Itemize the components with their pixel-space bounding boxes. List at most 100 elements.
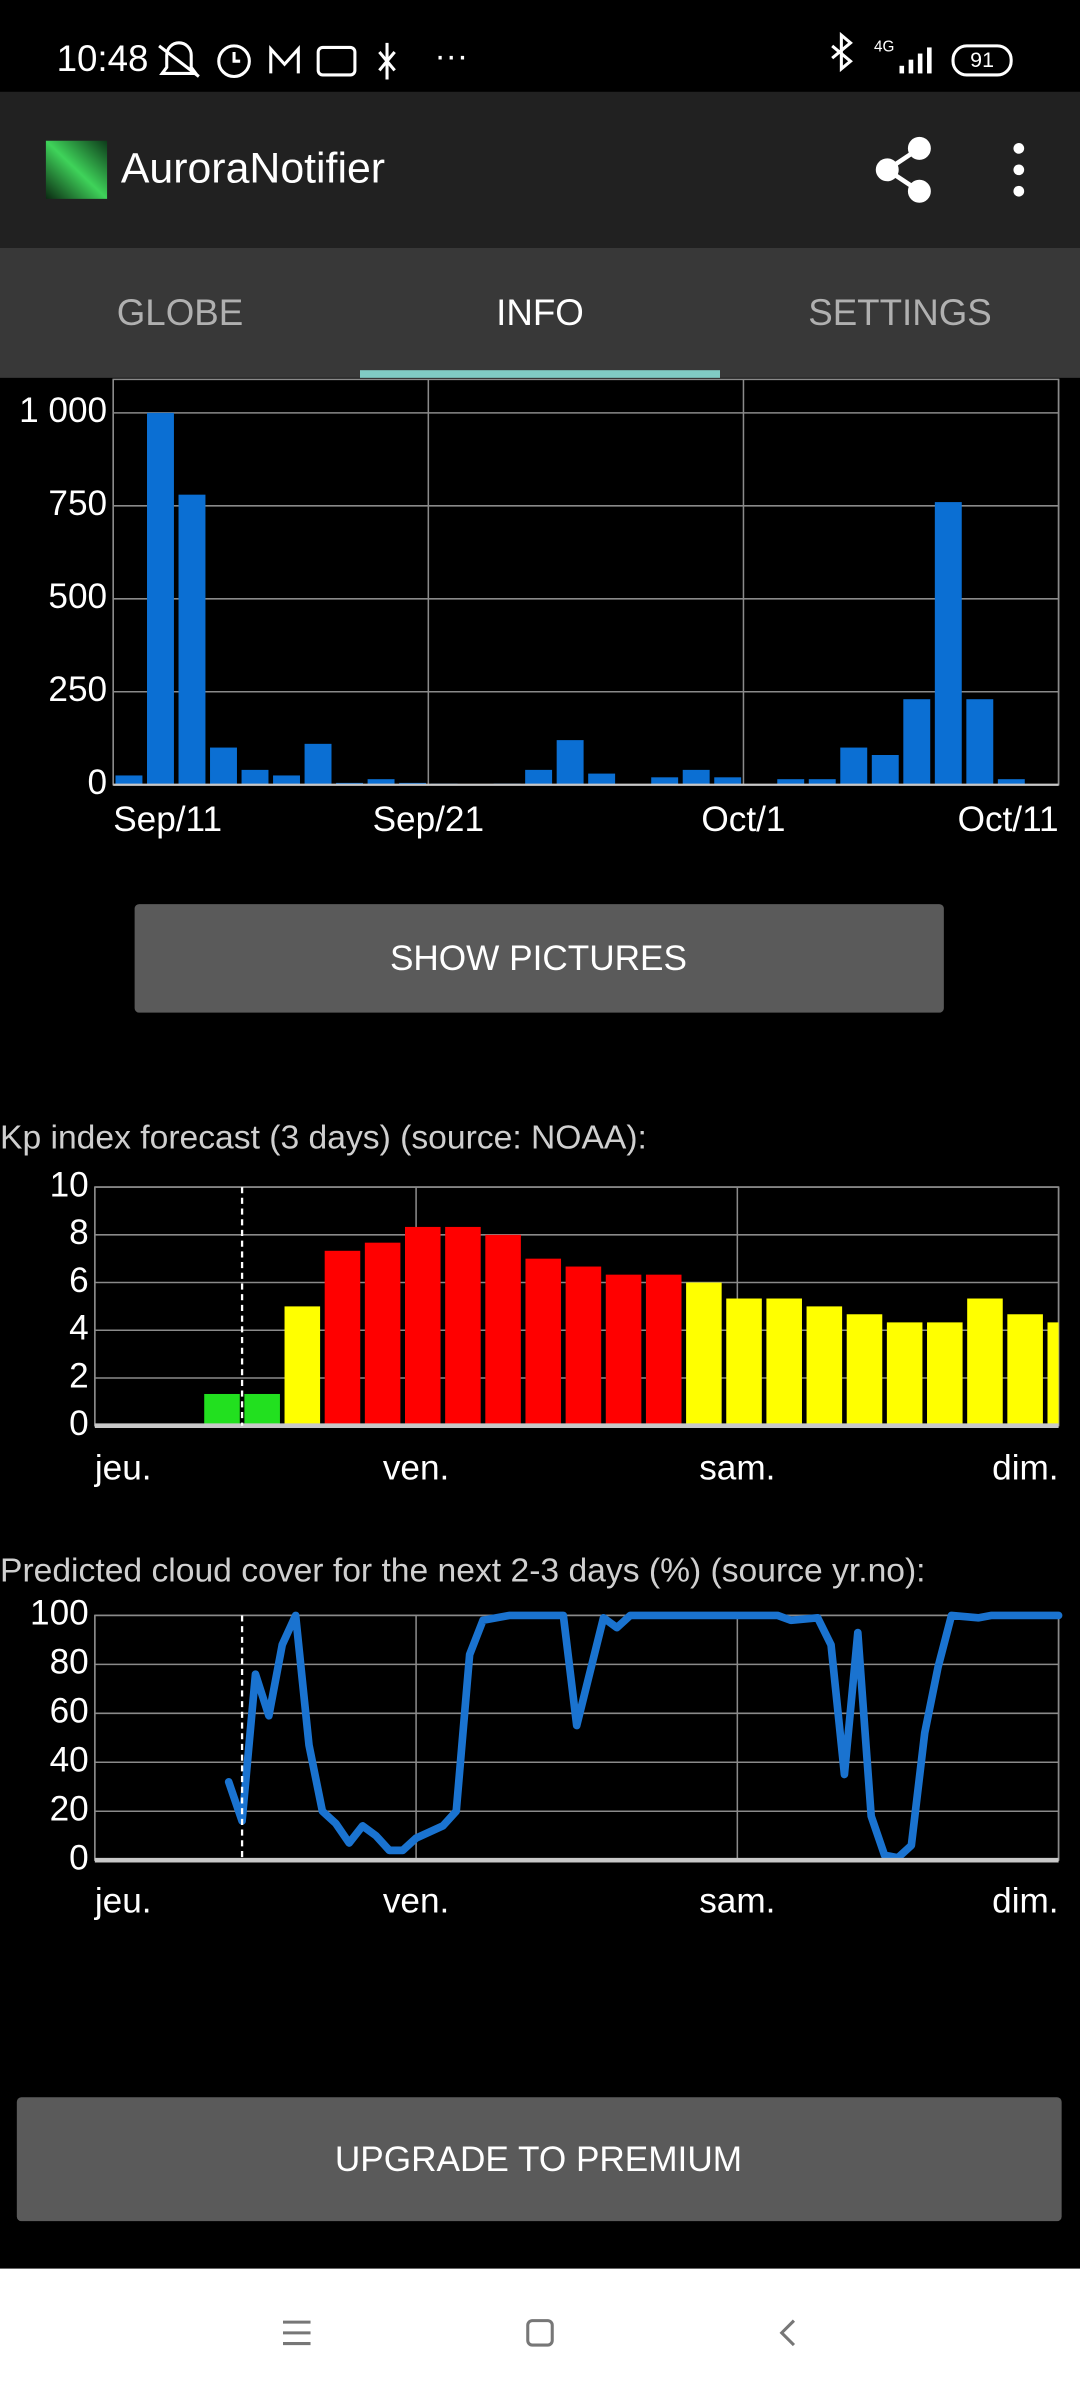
x-tick-label: jeu.	[94, 1881, 152, 1920]
y-tick-label: 0	[69, 1404, 89, 1443]
bar	[934, 502, 962, 785]
x-tick-label: Oct/11	[958, 800, 1059, 839]
plot-area	[204, 1226, 1059, 1426]
plot-area	[115, 412, 1025, 785]
nav-back[interactable]	[779, 2319, 796, 2347]
bar	[682, 769, 710, 785]
bar	[367, 779, 395, 785]
bar	[147, 412, 174, 785]
status-more: ···	[434, 38, 468, 75]
bar	[485, 1234, 521, 1426]
bar	[204, 1393, 240, 1426]
status-icons	[158, 41, 396, 80]
bar	[565, 1266, 602, 1426]
x-tick-label: dim.	[992, 1448, 1058, 1487]
bar	[714, 777, 742, 785]
bar	[605, 1274, 642, 1426]
bar	[903, 699, 931, 785]
bar	[645, 1274, 682, 1426]
bar	[405, 1226, 441, 1426]
bar	[966, 699, 994, 785]
bar	[324, 1250, 361, 1426]
bar	[726, 1298, 762, 1426]
x-tick-label: ven.	[383, 1881, 449, 1920]
bar	[927, 1322, 963, 1426]
y-tick-label: 80	[50, 1643, 89, 1682]
x-tick-label: Oct/1	[701, 800, 785, 839]
y-tick-label: 1 000	[19, 391, 107, 430]
bar	[686, 1282, 722, 1426]
upgrade-button[interactable]	[16, 2097, 1062, 2222]
battery-level: 91	[970, 48, 994, 72]
chart-title: Kp index forecast (3 days) (source: NOAA…	[0, 1120, 647, 1157]
bar	[284, 1306, 321, 1426]
bar	[364, 1242, 401, 1426]
show-pictures-label: SHOW PICTURES	[390, 939, 687, 978]
nav-home[interactable]	[526, 2319, 554, 2347]
bar	[806, 1306, 843, 1426]
app-bar	[0, 91, 1080, 248]
bar	[808, 779, 836, 785]
tab-label: SETTINGS	[808, 292, 992, 333]
bar	[886, 1322, 923, 1426]
tab-label: GLOBE	[117, 292, 243, 333]
y-tick-label: 60	[50, 1692, 89, 1731]
bar	[244, 1393, 280, 1426]
y-tick-label: 4	[69, 1309, 89, 1348]
show-pictures-button[interactable]	[134, 904, 944, 1013]
y-tick-label: 250	[48, 670, 107, 709]
y-tick-label: 0	[88, 763, 108, 802]
bar	[304, 743, 332, 785]
tab-label: INFO	[496, 292, 584, 333]
x-tick-label: Sep/21	[373, 800, 484, 839]
y-tick-label: 2	[69, 1356, 89, 1395]
x-tick-label: jeu.	[94, 1448, 152, 1487]
bar	[766, 1298, 802, 1426]
y-tick-label: 100	[30, 1594, 89, 1633]
y-tick-label: 10	[50, 1165, 89, 1204]
line	[224, 1611, 1063, 1862]
y-tick-label: 0	[69, 1838, 89, 1877]
bar	[178, 494, 206, 785]
y-tick-label: 500	[48, 577, 107, 616]
nav-menu[interactable]	[283, 2320, 311, 2346]
upgrade-label: UPGRADE TO PREMIUM	[335, 2140, 742, 2179]
navigation-bar	[0, 2268, 1080, 2400]
x-tick-label: dim.	[992, 1881, 1058, 1920]
bar	[871, 755, 899, 785]
x-tick-label: sam.	[699, 1448, 775, 1487]
bar	[846, 1314, 883, 1426]
bar	[525, 1258, 562, 1426]
bar	[967, 1298, 1003, 1426]
bar	[651, 777, 679, 785]
bar	[241, 769, 269, 785]
app-icon	[45, 140, 108, 199]
chart: 0 250 500 750 1 000 Sep/11 Sep/21 Oct/1 Oct/11	[19, 378, 1060, 839]
bar	[445, 1226, 481, 1426]
tab-indicator	[360, 370, 720, 378]
bar	[777, 779, 805, 785]
chart: Kp index forecast (3 days) (source: NOAA…	[0, 1120, 1060, 1487]
x-tick-label: sam.	[699, 1881, 775, 1920]
bar	[588, 773, 616, 785]
chart: Predicted cloud cover for the next 2-3 d…	[0, 1552, 1063, 1920]
bar	[273, 775, 300, 785]
x-tick-label: ven.	[383, 1448, 449, 1487]
bar	[556, 740, 584, 785]
y-tick-label: 8	[69, 1213, 89, 1252]
status-time: 10:48	[57, 38, 149, 79]
overflow-menu[interactable]	[1013, 143, 1025, 197]
battery-icon	[951, 44, 1013, 77]
network-type: 4G	[874, 38, 894, 55]
share-button[interactable]	[875, 136, 931, 203]
bluetooth-icon	[831, 31, 853, 73]
y-tick-label: 40	[50, 1741, 89, 1780]
y-tick-label: 750	[48, 484, 107, 523]
bar	[525, 769, 553, 785]
bar	[840, 747, 868, 785]
bar	[1007, 1314, 1043, 1426]
chart-title: Predicted cloud cover for the next 2-3 d…	[0, 1552, 926, 1589]
y-tick-label: 6	[69, 1261, 89, 1300]
